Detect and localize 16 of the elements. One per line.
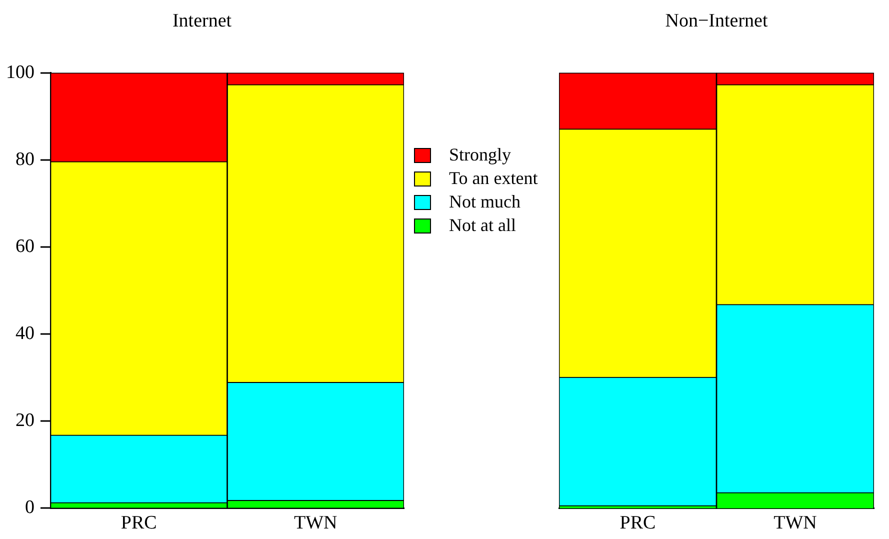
x-tick-label: PRC xyxy=(620,512,656,534)
y-tick-label: 60 xyxy=(16,236,34,257)
legend-label: Not much xyxy=(449,192,520,212)
y-tick-label: 20 xyxy=(16,410,34,432)
legend-label: Strongly xyxy=(449,144,512,165)
x-tick-label: TWN xyxy=(294,512,338,534)
y-tick-label: 40 xyxy=(16,323,34,344)
y-tick-label: 100 xyxy=(6,62,34,83)
y-tick-label: 0 xyxy=(25,497,34,518)
legend-label: Not at all xyxy=(449,215,516,236)
x-tick-label: PRC xyxy=(120,512,157,534)
legend-label: To an extent xyxy=(449,168,538,188)
x-tick-label: TWN xyxy=(774,512,818,534)
chart-title: Non−Internet xyxy=(665,10,768,32)
chart-title: Internet xyxy=(172,10,232,32)
y-tick-label: 80 xyxy=(16,148,34,170)
